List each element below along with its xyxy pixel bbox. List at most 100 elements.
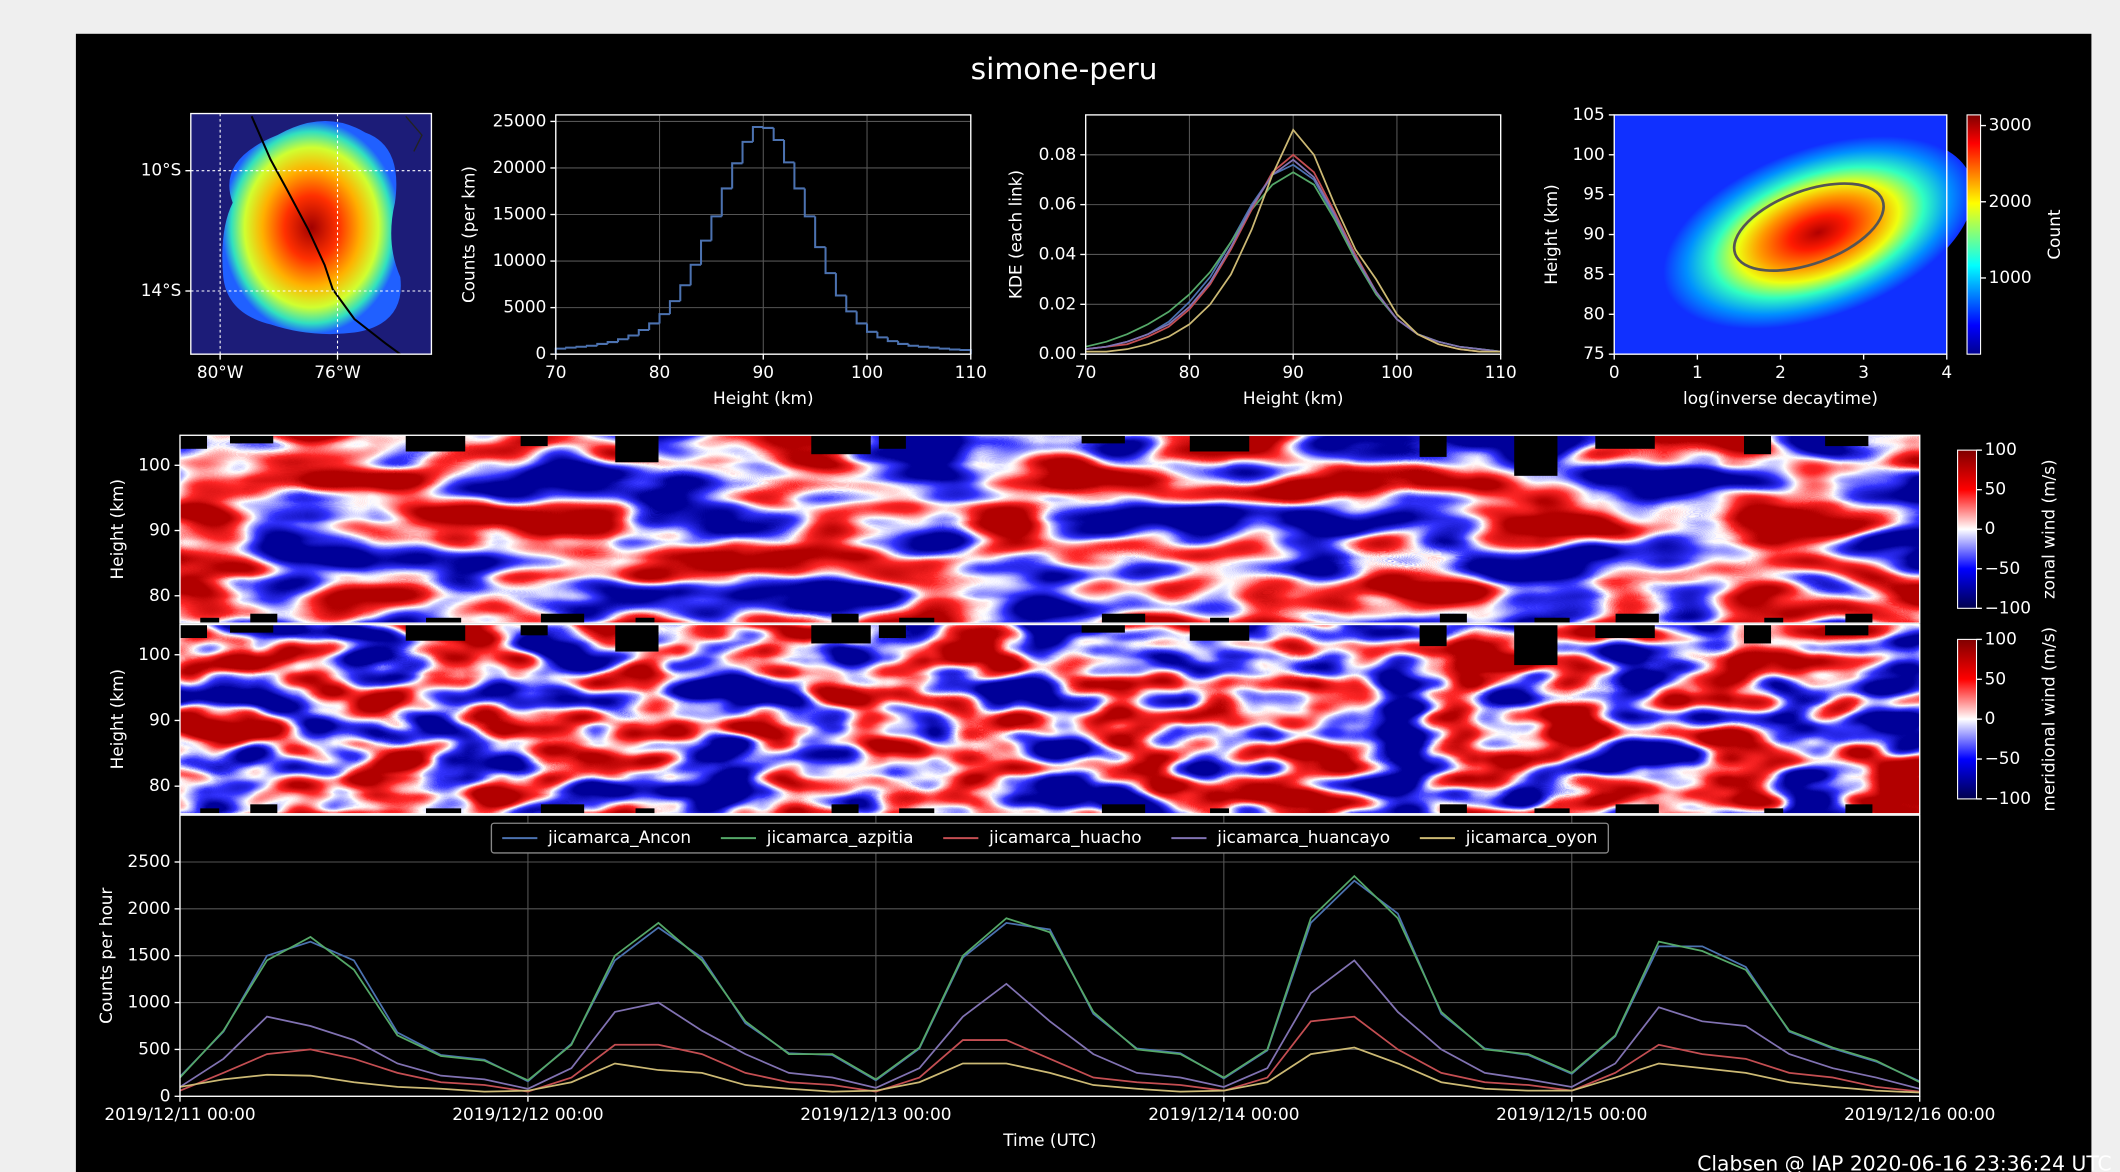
series-line	[179, 1046, 1920, 1094]
legend-label: jicamarca_huancayo	[1216, 827, 1390, 848]
colorbar-label: Count	[2044, 209, 2064, 259]
histogram-step	[731, 162, 743, 189]
legend: jicamarca_Ancon jicamarca_azpitia jicamarc…	[490, 822, 1609, 854]
colorbar-tick-label: 3000	[1989, 115, 2032, 135]
histogram-step	[648, 322, 660, 330]
data-gap	[635, 808, 655, 814]
data-gap	[1845, 804, 1873, 814]
x-tick-label: 2019/12/13 00:00	[800, 1104, 951, 1124]
data-gap	[1419, 435, 1447, 457]
axes-frame	[179, 623, 1921, 815]
data-gap	[1439, 804, 1467, 814]
y-tick-label: 1500	[128, 945, 171, 965]
series-line	[179, 1015, 1920, 1093]
axes-frame	[179, 434, 1921, 624]
count-blob	[222, 120, 401, 335]
data-gap	[1595, 624, 1655, 639]
colorbar-label: meridional wind (m/s)	[2039, 627, 2059, 812]
histogram-step	[741, 140, 753, 164]
y-tick-label: 10000	[493, 250, 547, 270]
y-tick-label: 85	[1583, 263, 1604, 283]
histogram-step	[845, 295, 857, 313]
data-gap	[1825, 435, 1869, 447]
histogram-step	[720, 187, 733, 217]
data-gap	[520, 624, 548, 636]
data-gap	[1210, 808, 1229, 814]
axes-frame	[190, 112, 433, 355]
data-gap	[1615, 613, 1659, 624]
histogram-step	[928, 346, 940, 349]
colorbar-tick-label: −100	[1985, 597, 2031, 617]
legend-label: jicamarca_azpitia	[766, 827, 914, 848]
histogram-step	[834, 273, 847, 297]
data-gap	[179, 624, 208, 639]
data-gap	[1101, 613, 1146, 624]
histogram-step	[772, 127, 785, 142]
data-gap	[1514, 624, 1558, 666]
x-tick-label: 70	[545, 362, 566, 382]
data-gap	[615, 435, 659, 463]
histogram-step	[627, 334, 639, 340]
series-line	[1085, 128, 1501, 353]
y-tick-label: 80	[149, 585, 170, 605]
data-gap	[831, 804, 859, 814]
x-tick-label: 110	[955, 362, 987, 382]
histogram-step	[814, 216, 826, 249]
legend-label: jicamarca_huacho	[988, 827, 1141, 848]
histogram-step	[710, 215, 722, 241]
data-gap	[1534, 617, 1570, 624]
data-gap	[1189, 435, 1250, 452]
histogram-step	[917, 345, 930, 348]
colorbar-tick-label: 50	[1985, 668, 2006, 688]
x-tick-label: 3	[1858, 362, 1869, 382]
axes-frame	[179, 814, 1921, 1097]
data-gap	[899, 617, 935, 624]
data-gap	[200, 617, 220, 624]
data-gap	[1595, 435, 1655, 449]
histogram-step	[637, 328, 650, 336]
data-gap	[899, 808, 935, 814]
colorbar-tick-label: 2000	[1989, 191, 2032, 211]
histogram-step	[762, 126, 774, 129]
y-tick-label: 80	[1583, 303, 1604, 323]
histogram-step	[565, 346, 577, 349]
data-gap	[1081, 435, 1125, 444]
x-axis-label: Height (km)	[713, 388, 814, 408]
data-gap	[1845, 613, 1873, 624]
colorbar-tick-label: 50	[1985, 479, 2006, 499]
data-gap	[250, 613, 278, 624]
y-tick-label: 100	[1573, 144, 1605, 164]
y-tick-label: 500	[138, 1038, 170, 1058]
y-tick-label: 90	[1583, 224, 1604, 244]
data-gap	[1534, 808, 1570, 814]
data-gap	[520, 435, 548, 447]
histogram-step	[855, 311, 868, 325]
colorbar-tick-label: −50	[1985, 748, 2021, 768]
series-line	[179, 959, 1920, 1090]
histogram-step	[824, 247, 836, 275]
y-tick-label: 0.02	[1039, 293, 1077, 313]
histogram-step	[949, 348, 961, 351]
y-tick-label: 20000	[493, 157, 547, 177]
colorbar-tick-label: 100	[1985, 628, 2017, 648]
coastline	[405, 115, 423, 152]
data-gap	[1189, 624, 1250, 641]
x-tick-label: 4	[1941, 362, 1952, 382]
x-tick-label: 2019/12/12 00:00	[452, 1104, 603, 1124]
y-tick-label: 90	[149, 520, 170, 540]
histogram-step	[886, 337, 899, 343]
data-gap	[635, 617, 655, 624]
data-gap	[878, 624, 906, 639]
colorbar	[1966, 114, 1982, 355]
y-tick-label: 0.00	[1039, 343, 1077, 363]
histogram-step	[938, 347, 951, 350]
y-tick-label: 5000	[503, 297, 546, 317]
data-gap	[426, 617, 462, 624]
histogram-step	[668, 300, 681, 315]
colorbar	[1957, 638, 1978, 800]
wind-field	[179, 624, 1920, 814]
x-tick-label: 80°W	[197, 362, 244, 382]
y-tick-label: 0.04	[1039, 243, 1077, 263]
data-gap	[540, 804, 585, 814]
